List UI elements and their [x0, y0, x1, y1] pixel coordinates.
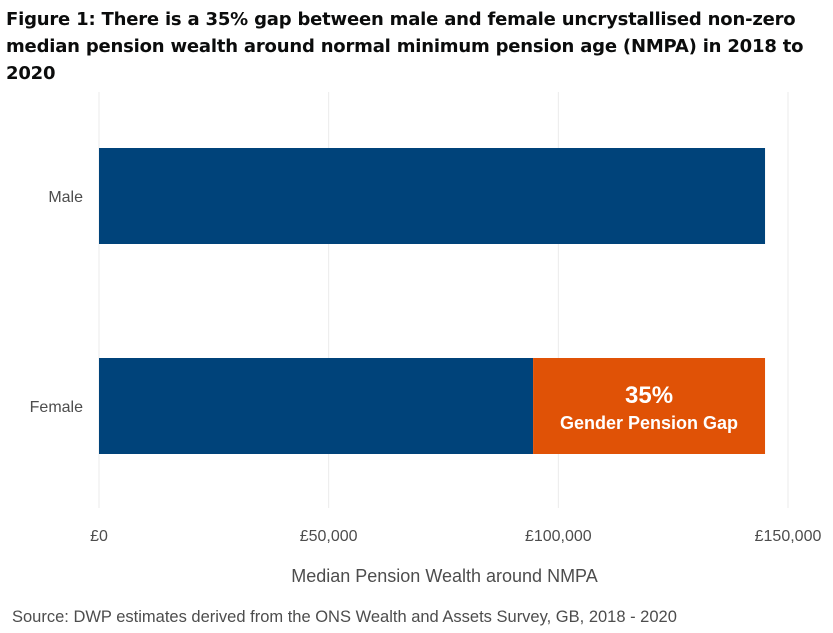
x-tick-label-2: £100,000	[525, 528, 592, 545]
x-tick-label-3: £150,000	[755, 528, 822, 545]
figure-title: Figure 1: There is a 35% gap between mal…	[6, 9, 804, 84]
bar-male-segment-1	[99, 148, 766, 244]
bar-female-segment-2	[533, 358, 766, 454]
category-label-male: Male	[48, 189, 83, 206]
x-axis-title: Median Pension Wealth around NMPA	[291, 566, 598, 586]
gap-annotation-percent: 35%	[625, 382, 673, 409]
x-tick-label-0: £0	[90, 528, 108, 545]
gap-annotation-label: Gender Pension Gap	[560, 413, 738, 433]
x-tick-label-1: £50,000	[300, 528, 358, 545]
category-label-female: Female	[30, 399, 83, 416]
bar-chart: Male Female 35% Gender Pension Gap £0 £50,000…	[30, 92, 822, 586]
source-note: Source: DWP estimates derived from the O…	[12, 608, 677, 626]
bar-female-segment-1	[99, 358, 534, 454]
